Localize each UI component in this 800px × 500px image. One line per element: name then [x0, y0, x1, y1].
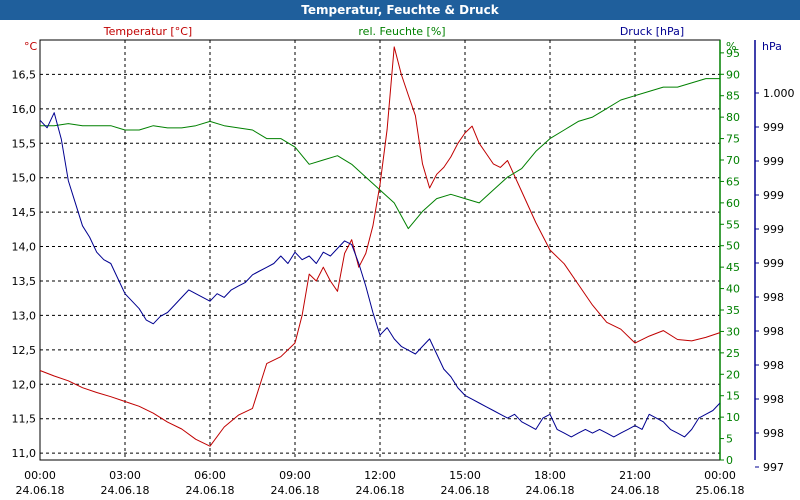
y-tick-pressure: 999: [763, 223, 784, 236]
y-tick-humidity: 45: [726, 261, 740, 274]
plot-frame: [39, 39, 756, 461]
series-layer: [39, 46, 721, 447]
y-tick-temperature: 13,5: [12, 275, 37, 288]
x-tick-date: 24.06.18: [526, 484, 575, 497]
y-tick-temperature: 15,0: [12, 172, 37, 185]
y-tick-humidity: 25: [726, 347, 740, 360]
y-tick-pressure: 998: [763, 427, 784, 440]
y-tick-humidity: 15: [726, 390, 740, 403]
y-tick-pressure: 998: [763, 325, 784, 338]
humidity-axis: 0 5 10 15 20 25 30 35 40 45 50 55 60 65 70 75 80 85 90 95: [720, 47, 740, 467]
y-tick-pressure: 998: [763, 291, 784, 304]
y-tick-humidity: 85: [726, 90, 740, 103]
x-tick-time: 15:00: [449, 469, 481, 482]
y-tick-humidity: 40: [726, 283, 740, 296]
y-tick-pressure: 997: [763, 461, 784, 474]
y-tick-humidity: 70: [726, 154, 740, 167]
legend-pressure: Druck [hPa]: [620, 25, 684, 38]
y-tick-temperature: 15,5: [12, 137, 37, 150]
y-tick-humidity: 75: [726, 133, 740, 146]
y-tick-temperature: 13,0: [12, 309, 37, 322]
x-tick-time: 21:00: [619, 469, 651, 482]
y-tick-humidity: 80: [726, 111, 740, 124]
window-title: Temperatur, Feuchte & Druck: [0, 0, 800, 20]
y-tick-pressure: 999: [763, 257, 784, 270]
y-tick-humidity: 30: [726, 325, 740, 338]
x-tick-date: 25.06.18: [696, 484, 745, 497]
series-line-pressure: [39, 112, 721, 438]
y-tick-pressure: 999: [763, 189, 784, 202]
y-tick-humidity: 10: [726, 411, 740, 424]
temperature-axis: 11,0 11,5 12,0 12,5 13,0 13,5 14,0 14,5 15,0 15,5…: [12, 68, 37, 460]
y-tick-temperature: 12,0: [12, 378, 37, 391]
y-tick-pressure: 1.000: [763, 87, 795, 100]
series-line-temperature: [39, 46, 721, 447]
x-tick-date: 24.06.18: [101, 484, 150, 497]
series-line-humidity: [40, 78, 720, 230]
y-tick-humidity: 5: [726, 433, 733, 446]
y-tick-pressure: 998: [763, 393, 784, 406]
x-tick-time: 12:00: [364, 469, 396, 482]
x-tick-date: 24.06.18: [16, 484, 65, 497]
y-tick-temperature: 14,5: [12, 206, 37, 219]
y-tick-humidity: 90: [726, 68, 740, 81]
x-tick-time: 03:00: [109, 469, 141, 482]
line-chart: 11,0 11,5 12,0 12,5 13,0 13,5 14,0 14,5 15,0 15,5…: [12, 25, 795, 497]
x-tick-date: 24.06.18: [611, 484, 660, 497]
y-tick-pressure: 998: [763, 359, 784, 372]
y-tick-humidity: 35: [726, 304, 740, 317]
y-tick-humidity: 20: [726, 368, 740, 381]
temperature-unit: °C: [24, 40, 38, 53]
x-tick-date: 24.06.18: [186, 484, 235, 497]
y-tick-humidity: 0: [726, 454, 733, 467]
x-tick-date: 24.06.18: [271, 484, 320, 497]
pressure-axis: 1.000 999 999 999 999 999 998 998 998 998 998 997: [755, 87, 795, 474]
y-tick-humidity: 60: [726, 197, 740, 210]
x-tick-time: 00:00: [704, 469, 736, 482]
y-tick-temperature: 16,5: [12, 68, 37, 81]
legend: Temperatur [°C] rel. Feuchte [%] Druck […: [24, 25, 782, 53]
y-tick-humidity: 50: [726, 240, 740, 253]
x-tick-date: 24.06.18: [356, 484, 405, 497]
y-tick-humidity: 65: [726, 175, 740, 188]
y-tick-pressure: 999: [763, 155, 784, 168]
time-axis: 00:00 24.06.18 03:00 24.06.18 06:00 24.06.18 0…: [16, 469, 745, 497]
x-tick-date: 24.06.18: [441, 484, 490, 497]
humidity-unit: %: [726, 40, 736, 53]
x-tick-time: 06:00: [194, 469, 226, 482]
y-tick-temperature: 11,0: [12, 447, 37, 460]
y-tick-humidity: 55: [726, 218, 740, 231]
y-tick-temperature: 14,0: [12, 241, 37, 254]
legend-humidity: rel. Feuchte [%]: [358, 25, 445, 38]
y-tick-temperature: 16,0: [12, 103, 37, 116]
x-tick-time: 00:00: [24, 469, 56, 482]
y-tick-temperature: 12,5: [12, 344, 37, 357]
y-tick-pressure: 999: [763, 121, 784, 134]
y-tick-humidity: 95: [726, 47, 740, 60]
y-tick-temperature: 11,5: [12, 413, 37, 426]
grid-lines: [40, 40, 720, 460]
pressure-unit: hPa: [762, 40, 782, 53]
legend-temperature: Temperatur [°C]: [103, 25, 192, 38]
x-tick-time: 09:00: [279, 469, 311, 482]
x-tick-time: 18:00: [534, 469, 566, 482]
